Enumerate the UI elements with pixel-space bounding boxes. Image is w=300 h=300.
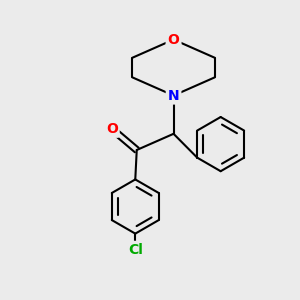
Text: N: N xyxy=(168,88,179,103)
Text: Cl: Cl xyxy=(128,243,143,257)
Text: O: O xyxy=(106,122,118,136)
Text: O: O xyxy=(168,33,179,46)
